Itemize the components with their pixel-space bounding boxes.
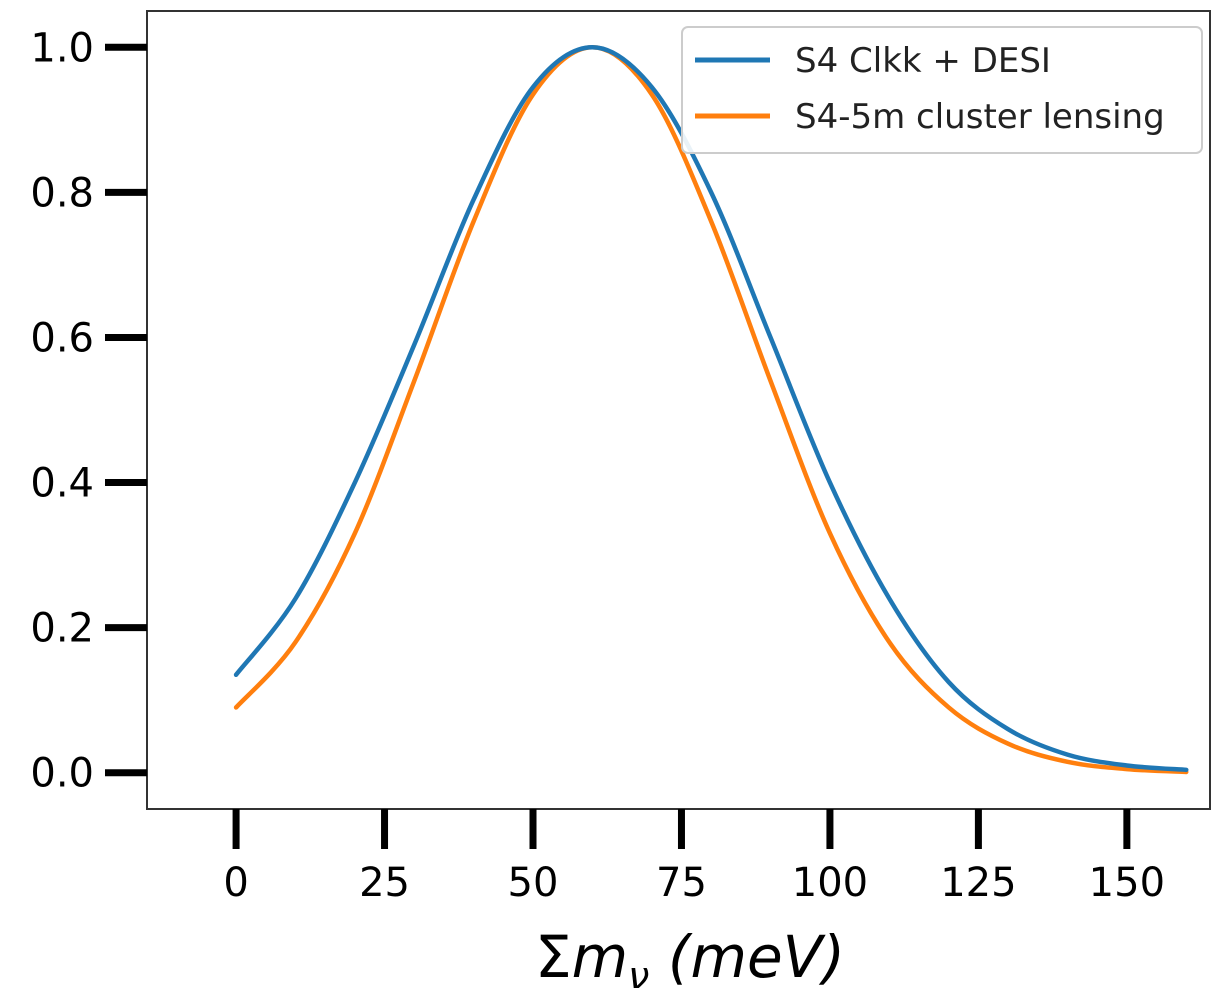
- y-axis: 0.0 0.2 0.4 0.6 0.8 1.0: [30, 25, 147, 797]
- y-tick-label: 0.6: [30, 315, 94, 361]
- x-axis-label-subscript: ν: [628, 954, 649, 988]
- series-line-1: [233, 45, 1189, 775]
- x-axis-label-sigma: Σ: [535, 923, 572, 988]
- series-lines: [233, 45, 1189, 775]
- y-tick-label: 0.8: [30, 170, 94, 216]
- x-tick-label: 0: [223, 860, 248, 906]
- y-tick-label: 0.0: [30, 751, 94, 797]
- x-tick-label: 100: [792, 860, 868, 906]
- legend-frame: [681, 26, 1203, 154]
- x-tick-label: 50: [508, 860, 559, 906]
- x-axis-label: Σmν (meV): [535, 923, 845, 988]
- y-tick-label: 0.2: [30, 606, 94, 652]
- series-line-0: [233, 45, 1189, 773]
- x-axis-label-variable: m: [572, 923, 629, 988]
- x-tick-label: 75: [656, 860, 707, 906]
- x-axis-label-unit: (meV): [649, 923, 845, 988]
- x-tick-label: 150: [1089, 860, 1165, 906]
- y-tick-label: 0.4: [30, 461, 94, 507]
- x-tick-label: 25: [359, 860, 410, 906]
- legend-label: S4 Clkk + DESI: [795, 41, 1051, 81]
- legend: S4 Clkk + DESI S4-5m cluster lensing: [681, 26, 1203, 154]
- x-axis: 0 25 50 75 100 125 150: [223, 809, 1165, 906]
- y-tick-label: 1.0: [30, 25, 94, 71]
- legend-label: S4-5m cluster lensing: [795, 97, 1165, 137]
- x-tick-label: 125: [940, 860, 1016, 906]
